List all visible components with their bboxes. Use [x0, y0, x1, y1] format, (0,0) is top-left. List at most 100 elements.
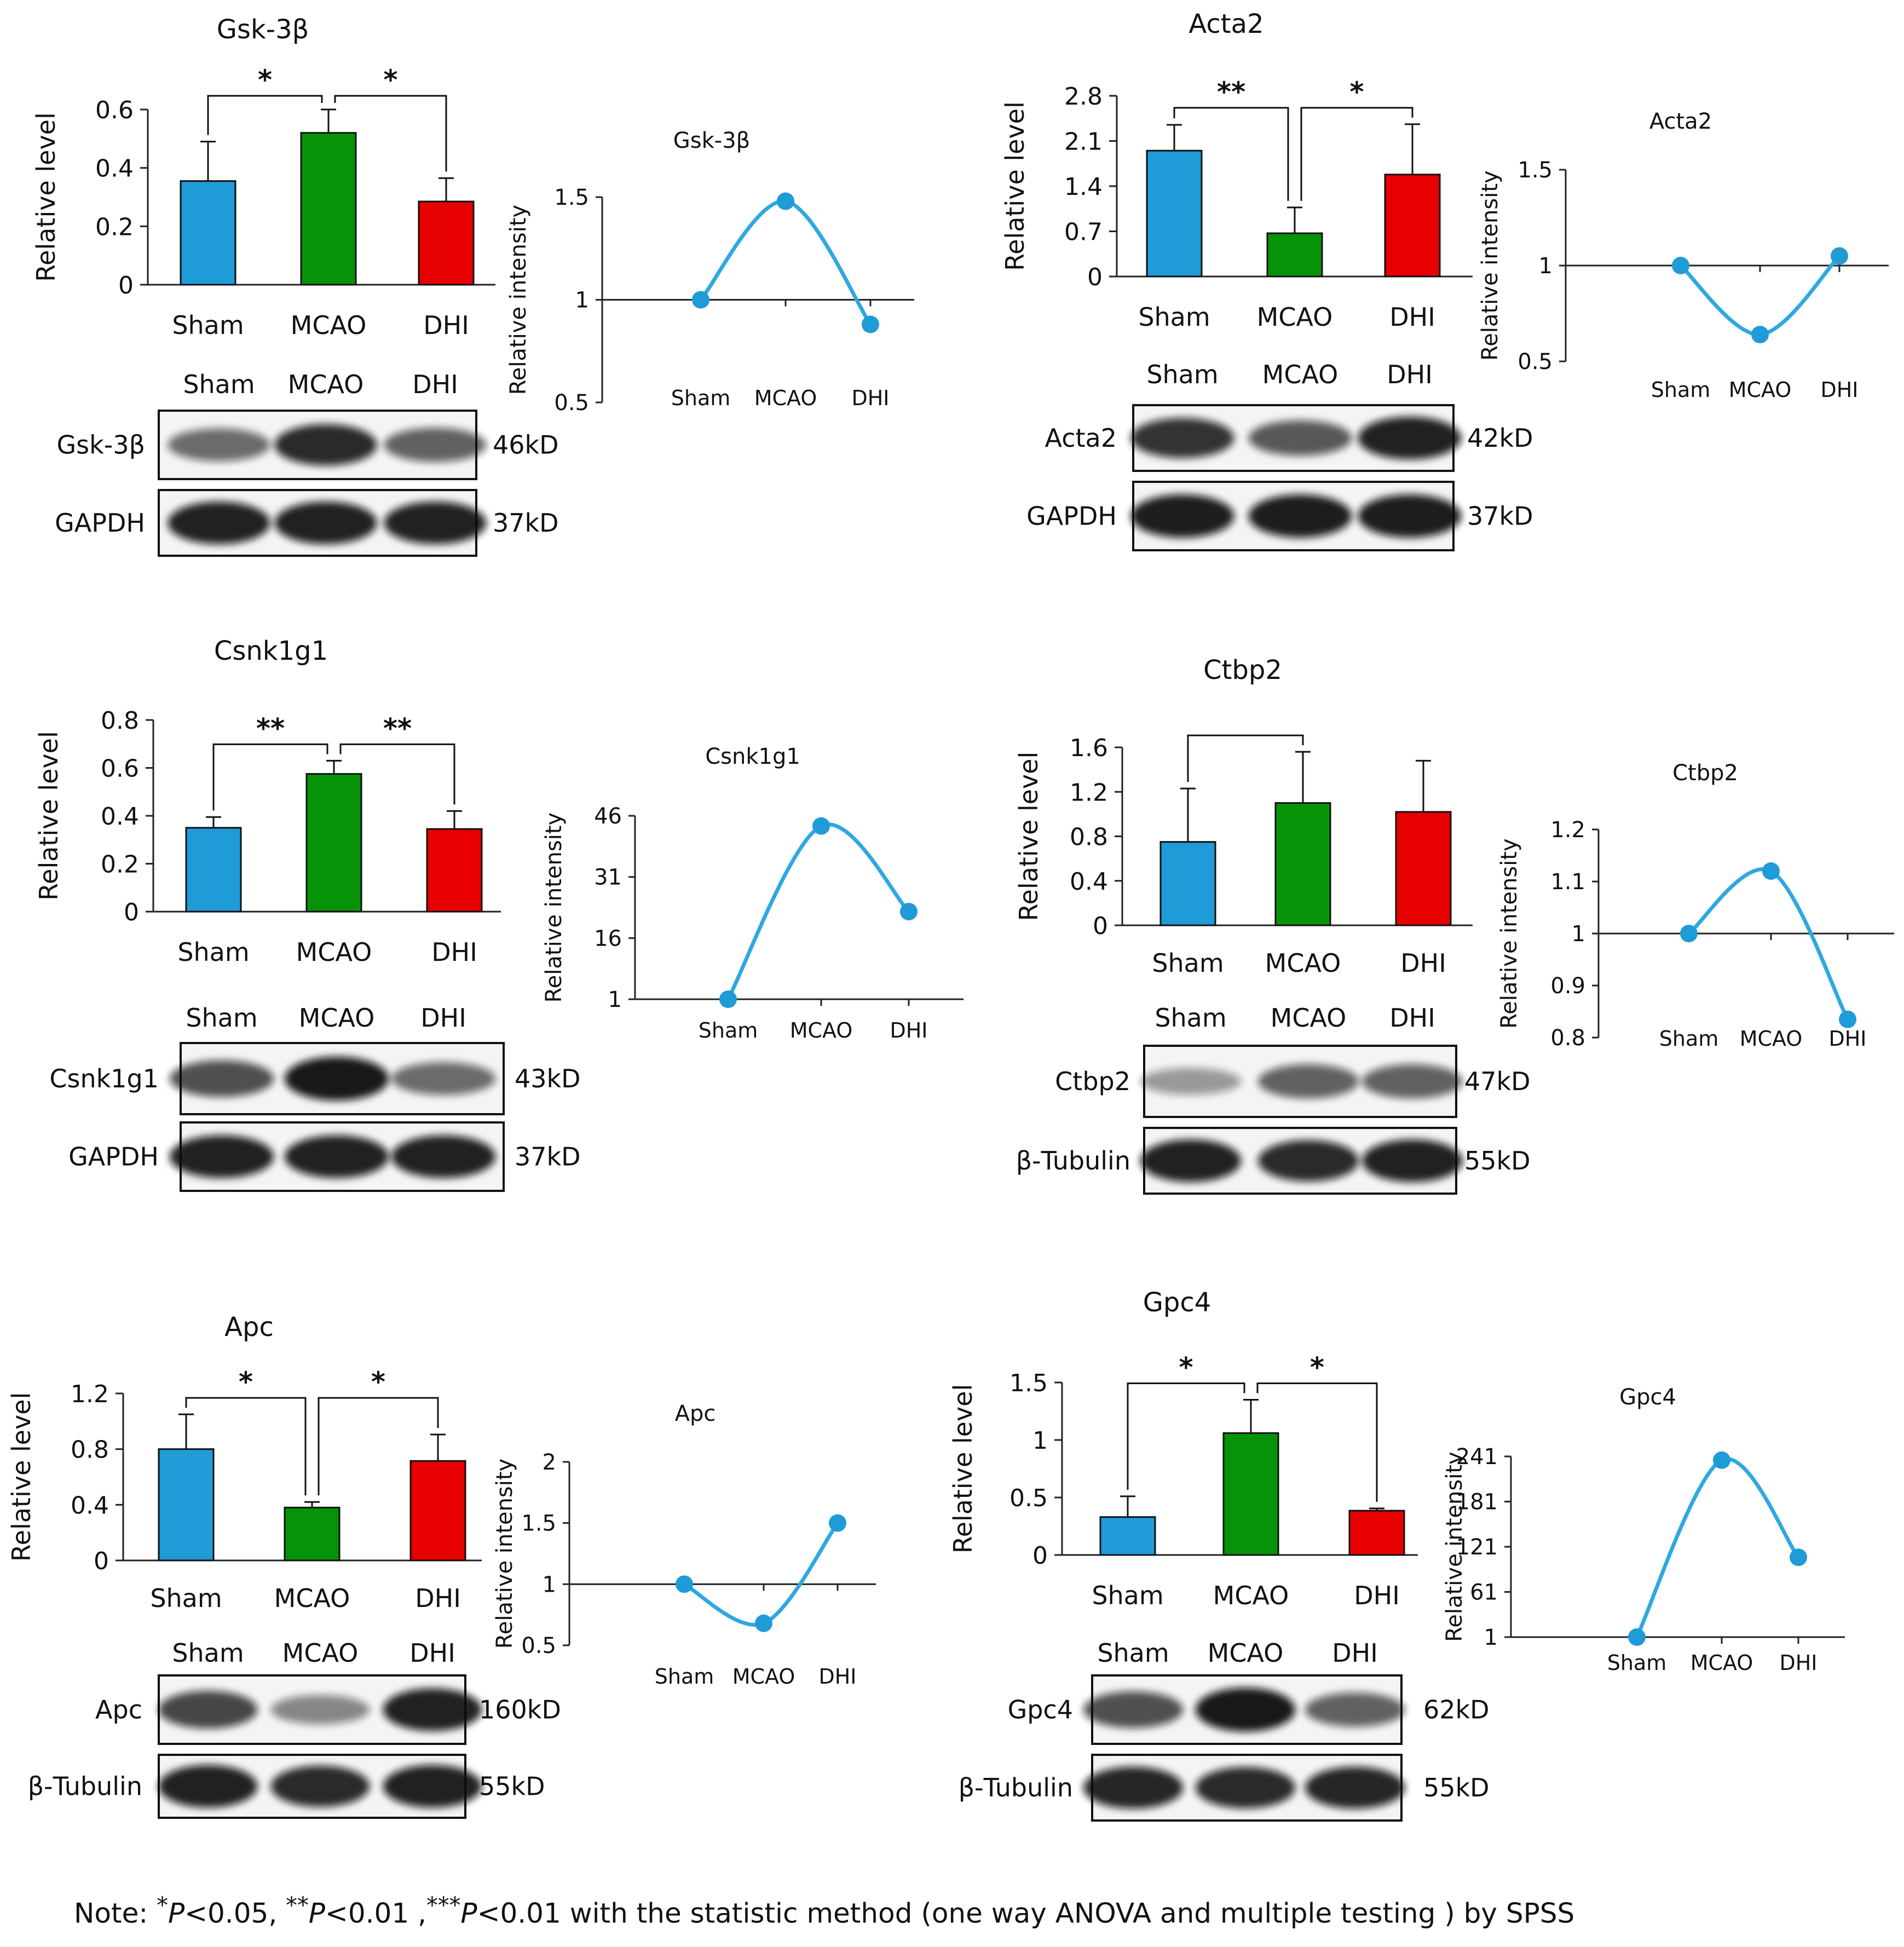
y-tick-label: 0.6 — [95, 96, 134, 124]
blot-band-mcao — [1195, 1767, 1296, 1808]
blot-lane-label: Sham — [1097, 1638, 1169, 1668]
bar-chart-title: Gpc4 — [1143, 1287, 1211, 1318]
blot-lane-label: Sham — [1155, 1003, 1226, 1033]
y-tick-label: 1.5 — [1009, 1369, 1048, 1397]
x-category-label: Sham — [1092, 1581, 1163, 1610]
line-x-category-label: DHI — [818, 1664, 856, 1689]
y-tick-label: 1.2 — [1070, 779, 1108, 807]
line-x-category-label: Sham — [1607, 1651, 1667, 1675]
line-y-tick-label: 1 — [543, 1572, 556, 1597]
blot-protein-label: β-Tubulin — [28, 1772, 142, 1801]
blot-band-sham — [168, 428, 270, 462]
blot-size-label: 55kD — [479, 1772, 545, 1801]
y-tick-label: 1.6 — [1070, 734, 1108, 762]
significance-mark: * — [1179, 1352, 1193, 1384]
blot-band-mcao — [284, 1057, 389, 1101]
line-y-axis-label: Relative intensity — [1497, 838, 1522, 1028]
blot-size-label: 160kD — [479, 1695, 561, 1725]
bar-sham — [180, 180, 236, 286]
significance-bracket — [1300, 107, 1413, 201]
note-p-3: P — [460, 1897, 477, 1929]
blot-band-dhi — [391, 1135, 496, 1178]
y-tick-label: 0.8 — [71, 1436, 109, 1464]
line-chart-title: Acta2 — [1649, 109, 1712, 134]
y-tick-label: 0.2 — [101, 851, 139, 879]
bar-dhi — [418, 200, 475, 286]
significance-bracket — [339, 743, 455, 805]
note-text-1: <0.05, — [184, 1897, 286, 1929]
significance-bracket — [207, 95, 323, 135]
blot-size-label: 55kD — [1464, 1146, 1531, 1176]
y-axis-label: Relative level — [1014, 752, 1043, 921]
blot-band-sham — [1140, 1139, 1241, 1182]
blot-lane-label: MCAO — [282, 1638, 359, 1668]
blot-band-mcao — [1258, 1064, 1359, 1099]
blot-protein-label: GAPDH — [68, 1142, 159, 1172]
y-tick-label: 0 — [118, 272, 134, 299]
blot-protein-label: Ctbp2 — [1055, 1067, 1130, 1096]
bar-chart-title: Ctbp2 — [1203, 655, 1282, 686]
y-tick-label: 0.4 — [1070, 868, 1108, 896]
blot-lane-label: MCAO — [1208, 1638, 1284, 1668]
bar-sham — [1159, 841, 1216, 926]
y-tick-label: 0.4 — [95, 155, 134, 183]
point-mcao — [755, 1614, 772, 1632]
y-tick-label: 0 — [124, 898, 139, 926]
significance-mark: ** — [383, 712, 412, 744]
point-sham — [1628, 1628, 1646, 1646]
bar-mcao — [284, 1506, 341, 1562]
panel-gpc: Gpc4 Relative level 0 0.5 1 1.5 Sham MCAO DHI * * G… — [948, 1287, 1845, 1822]
point-mcao — [812, 817, 830, 835]
line-y-axis-label: Relative intensity — [492, 1459, 517, 1649]
line-x-category-label: MCAO — [1729, 378, 1792, 402]
line-y-axis-label: Relative intensity — [506, 205, 531, 395]
y-tick-label: 0.8 — [101, 707, 139, 735]
line-x-category-label: MCAO — [754, 386, 817, 410]
bar-mcao — [1274, 802, 1331, 926]
x-category-label: DHI — [423, 310, 469, 340]
significance-bracket — [318, 1397, 439, 1496]
point-dhi — [900, 902, 918, 920]
point-mcao — [1713, 1451, 1730, 1469]
x-category-label: Sham — [1152, 948, 1224, 978]
blot-band-sham — [168, 502, 270, 544]
x-category-label: Sham — [172, 310, 244, 340]
line-x-category-label: MCAO — [732, 1664, 795, 1689]
blot-band-dhi — [383, 1765, 482, 1808]
line-chart-title: Ctbp2 — [1672, 761, 1738, 786]
point-sham — [1680, 925, 1698, 942]
significance-mark: * — [383, 64, 397, 96]
blot-band-dhi — [1305, 1692, 1405, 1727]
bar-chart-title: Acta2 — [1188, 9, 1263, 39]
line-y-tick-label: 1.5 — [521, 1511, 556, 1536]
line-y-tick-label: 1 — [1539, 254, 1553, 279]
y-tick-label: 0.4 — [71, 1491, 109, 1519]
point-sham — [676, 1575, 693, 1593]
y-axis-label: Relative level — [7, 1392, 36, 1562]
point-mcao — [1762, 862, 1780, 880]
blot-lane-label: DHI — [1387, 360, 1433, 389]
x-category-label: MCAO — [1265, 948, 1341, 978]
y-axis-label: Relative level — [31, 112, 61, 282]
x-category-label: MCAO — [291, 310, 367, 340]
blot-band-dhi — [1358, 417, 1462, 459]
bar-mcao — [305, 773, 362, 913]
line-x-category-label: DHI — [1828, 1027, 1866, 1051]
line-x-category-label: Sham — [699, 1018, 758, 1042]
line-y-tick-label: 0.5 — [521, 1633, 556, 1658]
blot-band-dhi — [1305, 1766, 1405, 1809]
significance-bracket — [185, 1397, 307, 1496]
y-axis-label: Relative level — [34, 731, 64, 901]
line-y-tick-label: 1 — [1484, 1625, 1498, 1650]
significance-bracket — [1256, 1383, 1378, 1502]
significance-bracket — [334, 95, 447, 172]
y-tick-label: 0.4 — [101, 803, 139, 831]
line-y-tick-label: 0.9 — [1550, 973, 1585, 999]
bar-dhi — [409, 1460, 466, 1562]
blot-lane-label: Sham — [183, 370, 255, 399]
y-tick-label: 0 — [94, 1547, 109, 1575]
bar-dhi — [1348, 1510, 1405, 1556]
blot-lane-label: Sham — [186, 1003, 257, 1033]
blot-lane-label: Sham — [1146, 360, 1218, 389]
